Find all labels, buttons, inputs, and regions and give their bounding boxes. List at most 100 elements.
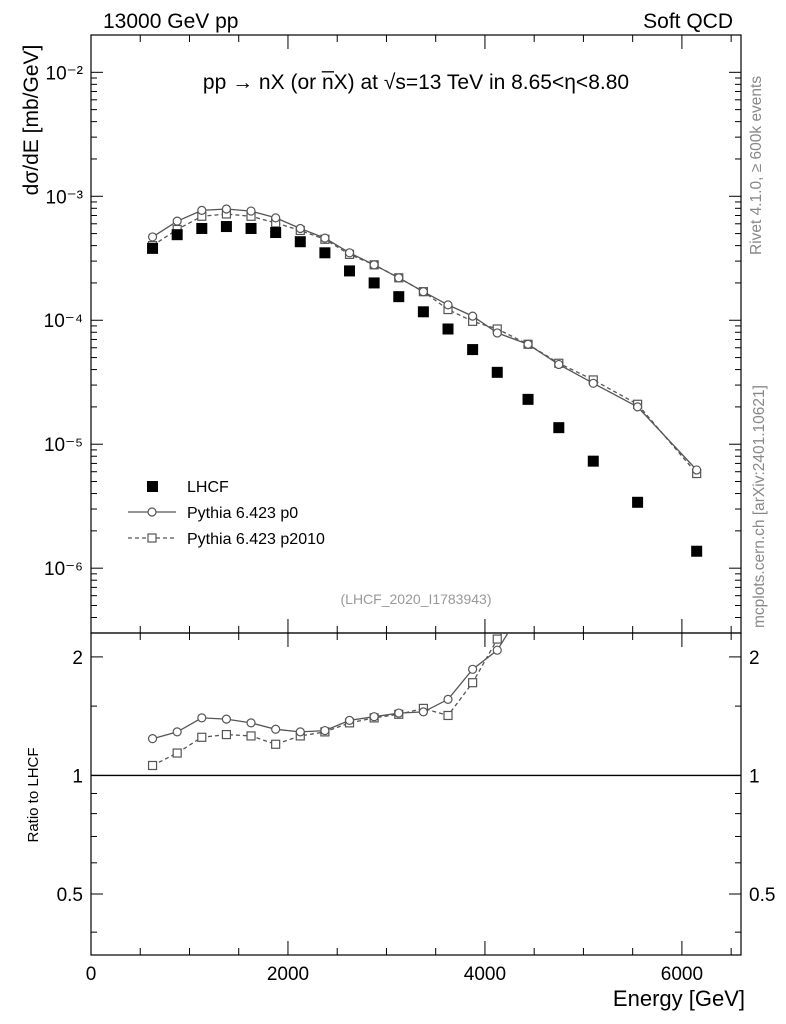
legend-label-lhcf: LHCF [187,479,229,496]
ratio-marker-p2010 [468,678,478,688]
analysis-watermark: (LHCF_2020_I1783943) [341,591,492,607]
ratio-marker-p2010 [147,760,158,771]
marker-p0 [468,311,478,321]
ratio-series-group [147,633,509,771]
marker-p0 [369,260,379,270]
marker-lhcf [522,393,534,405]
plot-title: pp → nX (or n̅X) at √s=13 TeV in 8.65<η<… [203,71,629,94]
y-tick-label: 10⁻⁶ [44,559,83,580]
ratio-marker-p0 [418,707,428,717]
ratio-marker-p0 [172,727,182,737]
marker-lhcf [294,236,306,248]
y-tick-label: 10⁻² [46,63,84,84]
marker-p0 [588,378,598,388]
ratio-y-tick-label: 2 [72,648,83,669]
marker-p0 [246,206,256,216]
ratio-marker-p2010 [221,729,232,740]
marker-lhcf [344,265,356,277]
marker-p0 [147,232,158,242]
ratio-y-tick-label-right: 1 [749,766,760,787]
marker-lhcf [171,229,183,241]
ratio-marker-p0 [492,645,502,655]
ratio-marker-p0 [443,694,453,704]
marker-lhcf [691,545,703,557]
marker-p0 [394,273,404,283]
marker-p0 [632,402,643,412]
ratio-marker-p0 [344,715,355,725]
ratio-y-tick-label-right: 2 [749,648,760,669]
y-axis-label: dσ/dE [mb/GeV] [20,45,43,196]
marker-lhcf [147,242,159,254]
x-tick-label: 2000 [267,964,309,985]
marker-lhcf [442,323,454,335]
ratio-marker-p0 [468,664,478,674]
marker-p0 [554,359,564,370]
marker-lhcf [368,277,380,289]
y-tick-label: 10⁻⁵ [44,435,83,456]
ratio-marker-p0 [295,727,305,737]
main-axis-ticks: 10⁻² 10⁻³ 10⁻⁴ 10⁻⁵ 10⁻⁶ [44,34,741,634]
ratio-marker-p0 [369,712,379,722]
legend-label-p2010: Pythia 6.423 p2010 [187,531,325,548]
legend-marker-p0 [147,507,157,517]
marker-lhcf [245,222,257,234]
marker-p0 [295,223,305,234]
main-series-group [147,204,703,557]
marker-lhcf [319,247,331,259]
marker-p0 [172,216,182,226]
ratio-marker-p2010 [492,634,502,644]
ratio-marker-p0 [394,708,404,718]
x-tick-label: 6000 [661,964,703,985]
ratio-y-tick-label-right: 0.5 [749,885,775,906]
x-tick-label: 0 [86,964,97,985]
ratio-panel-frame [90,632,742,956]
marker-lhcf [270,227,282,239]
legend: LHCF Pythia 6.423 p0 Pythia 6.423 p2010 [128,479,325,548]
marker-lhcf [632,496,644,508]
marker-p0 [492,328,502,338]
marker-p0 [443,300,453,310]
ratio-y-tick-label: 0.5 [57,885,83,906]
ratio-marker-p0 [320,725,330,736]
ratio-marker-p2010 [197,732,207,742]
marker-lhcf [553,422,565,434]
series-line-p0 [152,208,698,471]
series-line-p2010 [152,213,698,474]
marker-lhcf [467,344,479,356]
ratio-marker-p0 [147,734,158,744]
ratio-axis-ticks: 0.5 0.5 1 1 2 2 0 2000 4000 6000 [57,633,775,985]
marker-p0 [523,339,533,349]
mcplots-label: mcplots.cern.ch [arXiv:2401.10621] [751,385,768,628]
ratio-marker-p2010 [246,731,256,741]
ratio-marker-p0 [197,713,207,723]
marker-lhcf [220,221,232,233]
header-right: Soft QCD [643,10,733,33]
ratio-marker-p2010 [271,739,281,749]
marker-lhcf [196,222,208,234]
marker-p0 [344,248,355,258]
ratio-marker-p0 [221,714,232,724]
marker-lhcf [587,455,599,467]
marker-p0 [418,287,428,297]
ratio-marker-p0 [246,718,256,728]
marker-p0 [221,204,232,214]
header-left: 13000 GeV pp [103,10,238,33]
x-tick-label: 4000 [464,964,506,985]
marker-p0 [271,213,281,223]
ratio-y-tick-label: 1 [72,766,83,787]
legend-marker-lhcf [147,481,158,492]
ratio-marker-p2010 [172,748,182,758]
marker-lhcf [491,366,503,378]
ratio-marker-p0 [271,724,281,734]
marker-lhcf [417,306,429,318]
legend-label-p0: Pythia 6.423 p0 [187,505,298,522]
ratio-marker-p2010 [443,710,453,721]
marker-lhcf [393,291,405,303]
ratio-y-axis-label: Ratio to LHCF [25,747,42,842]
legend-marker-p2010 [147,533,157,543]
marker-p0 [197,205,207,215]
x-axis-label: Energy [GeV] [613,986,745,1011]
y-tick-label: 10⁻³ [46,187,84,208]
marker-p0 [320,233,330,243]
